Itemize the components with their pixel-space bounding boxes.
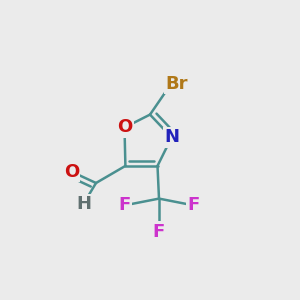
Text: Br: Br [165,75,188,93]
Text: O: O [117,118,132,136]
Text: F: F [153,223,165,241]
Text: O: O [64,163,79,181]
Text: F: F [187,196,199,214]
Text: N: N [164,128,179,146]
Text: H: H [76,195,91,213]
Text: F: F [119,196,131,214]
